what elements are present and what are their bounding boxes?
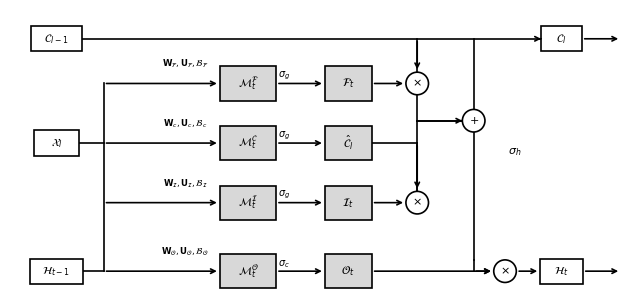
Text: $\mathbf{W}_{\mathcal{F}},\mathbf{U}_{\mathcal{F}},\mathcal{B}_{\mathcal{F}}$: $\mathbf{W}_{\mathcal{F}},\mathbf{U}_{\m…	[162, 58, 209, 70]
Text: $\times$: $\times$	[412, 198, 422, 208]
Text: $\mathcal{X}_l$: $\mathcal{X}_l$	[51, 136, 63, 150]
Text: $+$: $+$	[468, 115, 479, 126]
Ellipse shape	[406, 72, 429, 95]
FancyBboxPatch shape	[34, 130, 79, 156]
FancyBboxPatch shape	[220, 254, 276, 288]
FancyBboxPatch shape	[540, 258, 583, 284]
FancyBboxPatch shape	[30, 258, 83, 284]
Text: $\mathcal{M}_t^{\mathcal{F}}$: $\mathcal{M}_t^{\mathcal{F}}$	[237, 75, 258, 92]
FancyBboxPatch shape	[541, 26, 582, 51]
Text: $\sigma_g$: $\sigma_g$	[278, 70, 291, 82]
Text: $\mathcal{F}_t$: $\mathcal{F}_t$	[342, 77, 355, 90]
Ellipse shape	[493, 260, 516, 282]
Text: $\sigma_c$: $\sigma_c$	[278, 258, 290, 270]
Ellipse shape	[462, 109, 485, 132]
Text: $\mathbf{W}_{c},\mathbf{U}_{c},\mathcal{B}_{c}$: $\mathbf{W}_{c},\mathbf{U}_{c},\mathcal{…	[163, 117, 207, 130]
Text: $\mathbf{W}_{\mathcal{I}},\mathbf{U}_{\mathcal{I}},\mathcal{B}_{\mathcal{I}}$: $\mathbf{W}_{\mathcal{I}},\mathbf{U}_{\m…	[163, 177, 207, 189]
Text: $\mathcal{C}_{l-1}$: $\mathcal{C}_{l-1}$	[44, 32, 68, 46]
Text: $\mathcal{C}_l$: $\mathcal{C}_l$	[556, 32, 567, 46]
Text: $\times$: $\times$	[500, 266, 510, 276]
Text: $\mathcal{M}_t^{\mathcal{I}}$: $\mathcal{M}_t^{\mathcal{I}}$	[238, 194, 258, 211]
FancyBboxPatch shape	[31, 26, 82, 51]
Text: $\mathcal{M}_t^{\mathcal{O}}$: $\mathcal{M}_t^{\mathcal{O}}$	[237, 263, 258, 280]
Text: $\mathbf{W}_{\mathcal{O}},\mathbf{U}_{\mathcal{O}},\mathcal{B}_{\mathcal{O}}$: $\mathbf{W}_{\mathcal{O}},\mathbf{U}_{\m…	[161, 246, 209, 258]
FancyBboxPatch shape	[324, 185, 372, 220]
Text: $\mathcal{I}_t$: $\mathcal{I}_t$	[342, 196, 354, 209]
Text: $\times$: $\times$	[412, 78, 422, 89]
FancyBboxPatch shape	[324, 126, 372, 160]
FancyBboxPatch shape	[324, 66, 372, 101]
Text: $\hat{\mathcal{C}}_l$: $\hat{\mathcal{C}}_l$	[343, 134, 353, 152]
FancyBboxPatch shape	[220, 66, 276, 101]
Ellipse shape	[406, 191, 429, 214]
FancyBboxPatch shape	[220, 185, 276, 220]
Text: $\sigma_g$: $\sigma_g$	[278, 130, 291, 142]
FancyBboxPatch shape	[324, 254, 372, 288]
FancyBboxPatch shape	[220, 126, 276, 160]
Text: $\sigma_h$: $\sigma_h$	[508, 146, 521, 158]
Text: $\mathcal{H}_{t-1}$: $\mathcal{H}_{t-1}$	[42, 265, 70, 278]
Text: $\mathcal{H}_t$: $\mathcal{H}_t$	[554, 265, 569, 278]
Text: $\sigma_g$: $\sigma_g$	[278, 189, 291, 201]
Text: $\mathcal{M}_t^{\mathcal{C}}$: $\mathcal{M}_t^{\mathcal{C}}$	[238, 135, 258, 151]
Text: $\mathcal{O}_t$: $\mathcal{O}_t$	[341, 264, 355, 278]
